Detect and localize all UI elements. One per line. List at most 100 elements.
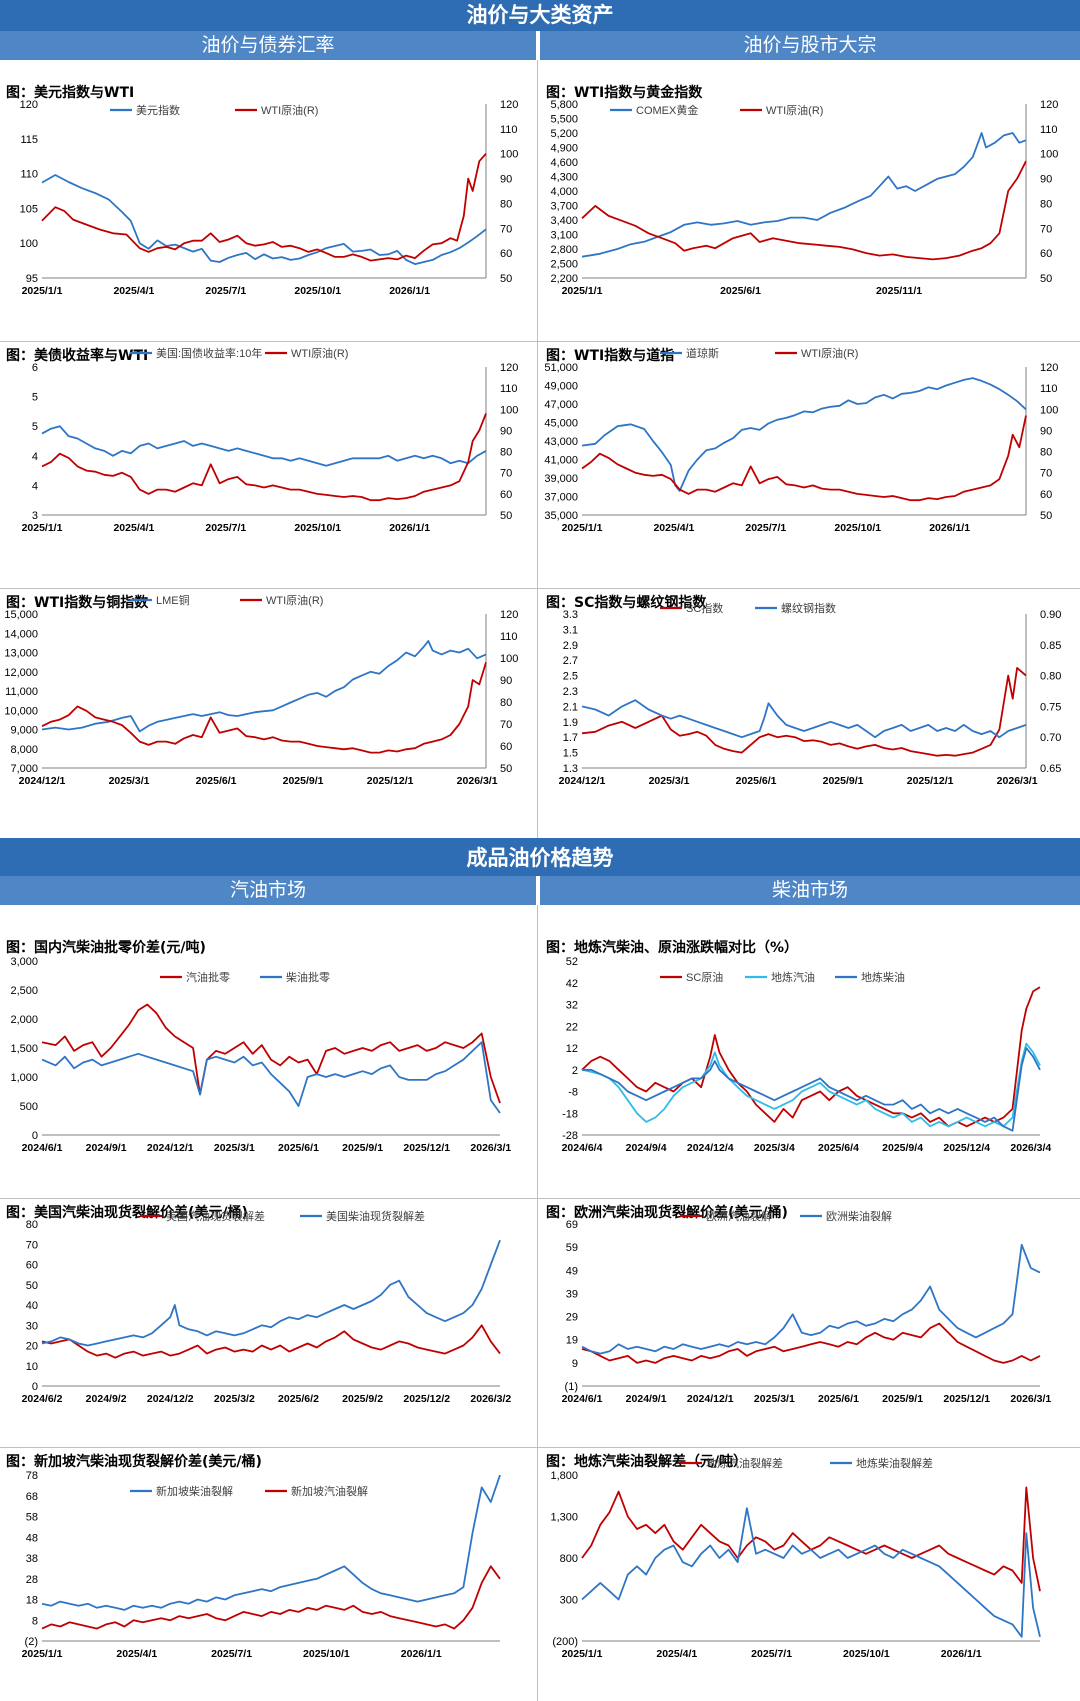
row-divider	[0, 341, 1080, 342]
chart-svg: 6 5 5 4 4 3 120 110 100 90 80 70 60 50 2025/1/1 2025/4/…	[22, 346, 519, 534]
x-tick: 2026/3/4	[1010, 1142, 1051, 1154]
x-tick: 2024/12/2	[147, 1393, 194, 1405]
series-line	[581, 160, 1027, 261]
series-line	[581, 377, 1027, 492]
chart-svg: 5,800 5,500 5,200 4,900 4,600 4,300 4,000 3,700…	[550, 99, 1058, 297]
x-tick: 2025/4/1	[113, 285, 154, 297]
panel-dxy-wti: 图：美元指数与WTI 120 115 110 105 100 95 120 110 100 90 80…	[0, 78, 540, 340]
legend-label: COMEX黄金	[636, 103, 698, 117]
y-tick-right: 70	[1040, 468, 1052, 480]
y-tick-left: 2.9	[563, 640, 578, 652]
series-line	[581, 132, 1027, 258]
legend-label: 美国柴油现货裂解差	[326, 1209, 425, 1223]
panel-local-crack: 图：地炼汽柴油裂解差（元/吨） 1,800 1,300 800 300 (200) 2025…	[540, 1447, 1080, 1701]
legend-label: 欧洲柴油裂解	[826, 1209, 892, 1223]
y-tick-right: 90	[500, 675, 512, 687]
row-divider	[0, 1447, 1080, 1448]
y-tick-left: 11,000	[5, 686, 38, 698]
x-tick: 2025/6/1	[818, 1393, 859, 1405]
x-tick: 2024/9/1	[86, 1142, 127, 1154]
y-tick-right: 0.85	[1040, 640, 1061, 652]
y-tick-right: 70	[500, 468, 512, 480]
series-line	[41, 1239, 501, 1347]
chart-svg: 1,800 1,300 800 300 (200)2025/1/1 2025/4/1 202…	[550, 1456, 1041, 1660]
y-tick-right: 90	[1040, 174, 1052, 186]
y-tick-right: 80	[1040, 198, 1052, 210]
subsection-bonds-fx: 油价与债券汇率	[0, 31, 536, 60]
x-tick: 2025/7/1	[745, 522, 786, 534]
chart-title: 图：WTI指数与铜指数	[6, 595, 149, 611]
y-tick-right: 0.75	[1040, 701, 1061, 713]
y-tick-right: 60	[500, 489, 512, 501]
x-tick: 2025/6/2	[278, 1393, 319, 1405]
x-tick: 2026/1/1	[389, 522, 430, 534]
series-line	[581, 1322, 1041, 1364]
section-title-products: 成品油价格趋势	[0, 840, 1080, 876]
x-tick: 2025/1/1	[22, 522, 63, 534]
y-tick-left: 2.7	[563, 655, 578, 667]
section-title-assets: 油价与大类资产	[0, 0, 1080, 31]
x-tick: 2025/4/1	[656, 1648, 697, 1660]
x-tick: 2025/10/1	[834, 522, 881, 534]
y-tick-left: 37,000	[544, 492, 578, 504]
x-tick: 2025/7/1	[205, 522, 246, 534]
panel-sg-crack: 图：新加坡汽柴油现货裂解价差(美元/桶) 78 68 58 48 38 28 18 8 (2) 20…	[0, 1447, 540, 1701]
y-tick-right: 50	[500, 273, 512, 285]
y-tick-left: 3	[32, 510, 38, 522]
panel-sc-rebar: 图：SC指数与螺纹钢指数 3.3 3.1 2.9 2.7 2.5 2.3 2.1 1.9 1.7 1…	[540, 588, 1080, 838]
y-tick-right: 120	[1040, 362, 1058, 374]
y-tick-left: (1)	[565, 1381, 578, 1393]
x-tick: 2025/10/1	[294, 522, 341, 534]
y-tick-left: 49,000	[544, 381, 578, 393]
x-tick: 2025/1/1	[22, 285, 63, 297]
y-tick-right: 0.90	[1040, 609, 1061, 621]
panel-wti-dow: 图：WTI指数与道指 51,000 49,000 47,000 45,000 43,000…	[540, 341, 1080, 588]
y-tick-left: 4,600	[550, 157, 578, 169]
x-tick: 2024/9/1	[626, 1393, 667, 1405]
y-tick-left: 2,500	[10, 985, 38, 997]
y-tick-right: 0.65	[1040, 763, 1061, 775]
y-tick-left: 115	[20, 134, 38, 146]
panel-wti-gold: 图：WTI指数与黄金指数 5,800 5,500 5,200 4,900 4,600 4,3…	[540, 78, 1080, 340]
x-tick: 2025/6/1	[196, 775, 237, 787]
y-tick-right: 50	[500, 510, 512, 522]
series-line	[581, 1042, 1041, 1128]
y-tick-left: 69	[566, 1219, 578, 1231]
y-tick-left: 800	[560, 1553, 578, 1565]
x-tick: 2025/4/1	[116, 1648, 157, 1660]
chart-title: 图：地炼汽柴油、原油涨跌幅对比（%）	[546, 940, 799, 956]
series-line	[41, 1003, 501, 1104]
y-tick-left: 20	[26, 1341, 38, 1353]
y-tick-right: 90	[500, 425, 512, 437]
y-tick-left: 2,800	[550, 244, 578, 256]
y-tick-left: 1.9	[563, 717, 578, 729]
y-tick-left: 58	[26, 1512, 38, 1524]
legend-label: 欧洲汽油裂解	[706, 1209, 772, 1223]
y-tick-right: 50	[1040, 273, 1052, 285]
y-tick-right: 80	[500, 447, 512, 459]
y-tick-left: 30	[26, 1320, 38, 1332]
x-tick: 2025/6/1	[278, 1142, 319, 1154]
series-line	[41, 1565, 501, 1630]
chart-title: 图：新加坡汽柴油现货裂解价差(美元/桶)	[6, 1454, 262, 1470]
series-line	[581, 1486, 1041, 1592]
y-tick-left: 40	[26, 1300, 38, 1312]
band-rule	[0, 838, 1080, 841]
y-tick-left: 38	[26, 1553, 38, 1565]
y-tick-left: 80	[26, 1219, 38, 1231]
y-tick-left: 39,000	[544, 473, 578, 485]
y-tick-left: 22	[566, 1021, 578, 1033]
x-tick: 2025/10/1	[843, 1648, 890, 1660]
y-tick-left: 7,000	[10, 763, 38, 775]
legend-label: WTI原油(R)	[766, 103, 823, 117]
y-tick-left: 4	[32, 480, 38, 492]
series-line	[581, 415, 1027, 502]
panel-us-crack: 图：美国汽柴油现货裂解价差(美元/桶) 80 70 60 50 40 30 20 10 0 2024…	[0, 1198, 540, 1447]
y-tick-left: 3,100	[550, 230, 578, 242]
y-tick-right: 60	[1040, 248, 1052, 260]
y-tick-left: 100	[20, 238, 38, 250]
y-tick-right: 100	[500, 404, 518, 416]
y-tick-right: 0.70	[1040, 732, 1061, 744]
y-tick-left: 68	[26, 1491, 38, 1503]
